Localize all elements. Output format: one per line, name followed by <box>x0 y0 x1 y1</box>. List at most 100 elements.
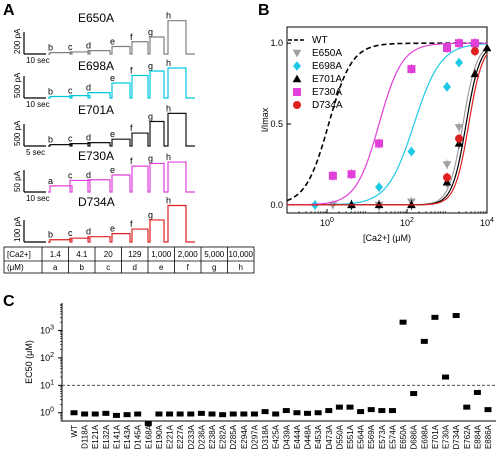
x-tick-label: D318A <box>261 424 270 449</box>
ec50-point <box>314 410 322 416</box>
x-tick-label: E551A <box>346 424 355 449</box>
step-letter-d: d <box>86 83 91 93</box>
table-conc-value: 1,000 <box>151 250 172 259</box>
y-axis-label: EC50 (μM) <box>24 340 34 384</box>
legend-swatch-d734a <box>293 101 301 109</box>
trace-label-e701a: E701A <box>78 103 114 117</box>
data-point-e698a <box>375 182 384 192</box>
ec50-point <box>166 411 174 417</box>
y-tick-label: 0.0 <box>270 200 283 210</box>
table-step-letter: a <box>53 263 58 272</box>
panel-label-a: A <box>3 2 15 19</box>
x-tick-label: D473A <box>325 424 334 449</box>
ec50-point <box>442 374 450 380</box>
x-tick-label: E121A <box>91 424 100 449</box>
data-point-e730a <box>328 171 337 180</box>
table-conc-value: 4.1 <box>76 250 88 259</box>
x-tick-label: D236A <box>197 424 206 449</box>
y-tick-label: 101 <box>40 379 54 390</box>
data-point-e698a <box>407 146 416 157</box>
ec50-point <box>144 421 152 427</box>
step-letter-e: e <box>110 73 115 83</box>
table-step-letter: h <box>239 263 243 272</box>
table-step-letter: d <box>133 263 137 272</box>
legend-swatch-e650a <box>292 49 302 58</box>
ec50-point <box>176 411 184 417</box>
step-letter-c: c <box>68 86 73 96</box>
x-tick-label: E221A <box>166 424 175 449</box>
ec50-point <box>240 411 248 417</box>
x-tick-label: 104 <box>480 217 494 228</box>
step-letter-e: e <box>110 165 115 175</box>
ec50-point <box>325 408 333 414</box>
x-tick-label: D297A <box>250 424 259 449</box>
trace-label-d734a: D734A <box>78 195 115 209</box>
table-conc-value: 10,000 <box>229 250 254 259</box>
x-tick-label: D439A <box>282 424 291 449</box>
step-letter-c: c <box>68 170 73 180</box>
legend-swatch-e730a <box>293 88 301 96</box>
x-tick-label: E564A <box>357 424 366 449</box>
step-letter-e: e <box>110 129 115 139</box>
ec50-point <box>208 411 216 417</box>
ec50-point <box>272 411 280 417</box>
plot-frame <box>286 26 488 214</box>
ec50-point <box>250 411 258 417</box>
x-tick-label: D233A <box>187 424 196 449</box>
trace-label-e698a: E698A <box>78 59 114 73</box>
x-tick-label: E698A <box>420 424 429 449</box>
ec50-point <box>357 409 365 415</box>
step-letter-g: g <box>148 27 153 37</box>
trace-label-e650a: E650A <box>78 11 114 25</box>
step-letter-h: h <box>166 152 171 162</box>
x-tick-label: E574A <box>388 424 397 449</box>
x-tick-label: E886A <box>484 424 493 449</box>
fit-curve-e730a <box>287 42 487 206</box>
data-point-e650a <box>328 201 338 210</box>
ec50-point <box>335 404 343 410</box>
ec50-point <box>282 408 290 414</box>
legend-label-e698a: E698A <box>312 61 342 72</box>
data-point-e730a <box>470 39 479 48</box>
data-point-e730a <box>455 39 464 48</box>
step-letter-e: e <box>110 37 115 47</box>
ec50-point <box>304 410 312 416</box>
x-tick-label: D686A <box>410 424 419 449</box>
x-tick-label: E282A <box>219 424 228 449</box>
trace-e701a <box>48 112 195 147</box>
trace-e698a <box>48 67 195 99</box>
table-header-conc: [Ca2+] <box>7 250 31 259</box>
ec50-point <box>378 408 386 414</box>
step-letter-d: d <box>86 41 91 51</box>
ec50-point <box>102 410 110 416</box>
step-letter-d: d <box>86 170 91 180</box>
y-axis-label: I/Imax <box>260 107 270 132</box>
step-letter-g: g <box>148 61 153 71</box>
legend-swatch-e701a <box>292 74 302 83</box>
step-letter-d: d <box>86 133 91 143</box>
ec50-point <box>81 411 89 417</box>
x-tick-label: E444A <box>293 424 302 449</box>
step-letter-h: h <box>166 58 171 68</box>
x-tick-label: E227A <box>176 424 185 449</box>
x-tick-label: D118A <box>81 424 90 449</box>
x-tick-label: E762A <box>463 424 472 449</box>
ec50-point <box>367 407 375 413</box>
x-tick-label: E132A <box>102 424 111 449</box>
x-tick-label: D145A <box>134 424 143 449</box>
x-tick-label: E190A <box>155 424 164 449</box>
step-letter-f: f <box>130 66 133 76</box>
data-point-e730a <box>347 170 356 179</box>
step-letter-f: f <box>130 32 133 42</box>
ec50-point <box>431 314 439 320</box>
data-point-e701a <box>470 69 480 78</box>
ec50-point <box>399 319 407 325</box>
table-conc-value: 129 <box>128 250 142 259</box>
x-tick-label: E569A <box>367 424 376 449</box>
ec50-point <box>91 411 99 417</box>
time-scale-label: 10 sec <box>26 194 50 203</box>
scale-bar-label: 100 pA <box>13 216 22 242</box>
x-tick-label: D550A <box>335 424 344 449</box>
x-tick-label: E884A <box>473 424 482 449</box>
